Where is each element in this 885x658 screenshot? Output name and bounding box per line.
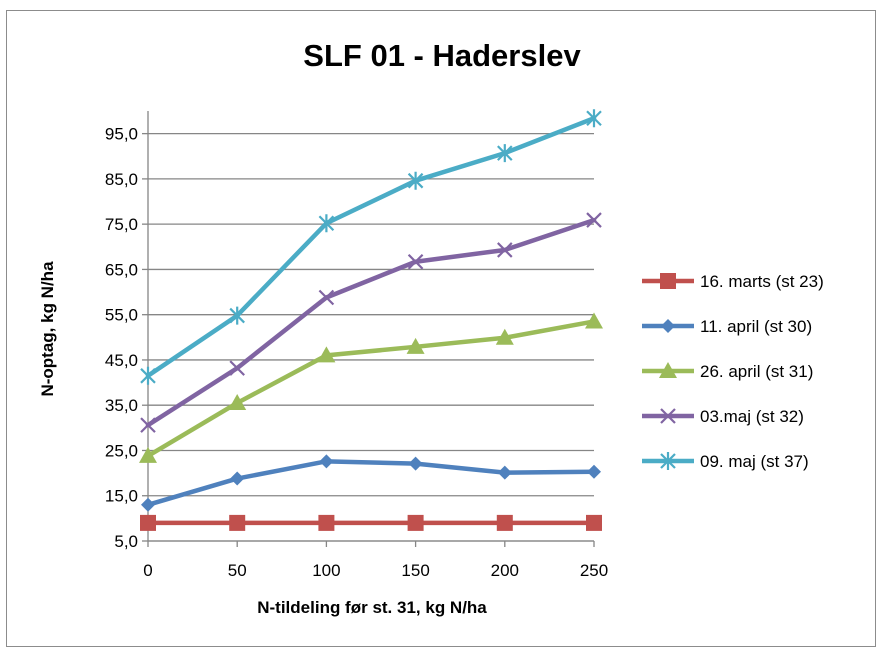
y-tick-label: 55,0 <box>105 306 138 325</box>
legend-label: 26. april (st 31) <box>700 362 813 381</box>
legend-swatch-marker <box>660 273 676 289</box>
data-point <box>495 328 514 345</box>
gridlines <box>148 132 594 542</box>
data-point <box>317 346 336 363</box>
legend-item: 11. april (st 30) <box>642 317 812 336</box>
series-line <box>145 319 597 459</box>
y-axis-label: N-optag, kg N/ha <box>38 261 57 397</box>
data-point <box>497 242 513 258</box>
data-point <box>140 417 156 433</box>
data-point <box>406 337 425 354</box>
legend-label: 09. maj (st 37) <box>700 452 809 471</box>
x-tick-labels: 0 50 100 150 200 250 <box>143 561 608 580</box>
series-2 <box>141 454 601 512</box>
series-5 <box>140 109 602 385</box>
series-line <box>145 459 597 508</box>
data-point <box>140 514 156 531</box>
data-point <box>228 393 247 410</box>
legend-swatch-marker <box>660 452 676 470</box>
series-1 <box>140 514 602 531</box>
data-point <box>319 454 334 469</box>
y-tick-label: 35,0 <box>105 396 138 415</box>
data-point <box>229 360 245 376</box>
data-point <box>587 464 601 479</box>
x-tick-label: 100 <box>312 561 340 580</box>
data-point <box>497 465 512 480</box>
data-point <box>407 171 424 190</box>
y-tick-label: 25,0 <box>105 441 138 460</box>
chart-title: SLF 01 - Haderslev <box>303 38 581 73</box>
data-point <box>318 514 335 531</box>
y-tick-label: 65,0 <box>105 260 138 279</box>
data-point <box>407 253 424 270</box>
series-group <box>139 109 603 531</box>
legend-label: 11. april (st 30) <box>700 317 812 336</box>
data-point <box>141 497 155 512</box>
series-4 <box>140 212 602 433</box>
data-point <box>229 514 246 531</box>
x-tick-label: 0 <box>143 561 152 580</box>
x-tick-label: 200 <box>491 561 519 580</box>
series-3 <box>139 312 603 463</box>
data-point <box>496 514 513 531</box>
y-tick-label: 45,0 <box>105 351 138 370</box>
data-point <box>586 514 602 531</box>
data-point <box>229 306 245 325</box>
data-point <box>318 214 335 233</box>
data-point <box>586 109 602 128</box>
data-point <box>408 456 423 471</box>
legend-swatch-marker <box>660 408 676 424</box>
y-tick-label: 85,0 <box>105 170 138 189</box>
data-point <box>585 312 603 329</box>
legend-swatch-marker <box>659 362 677 378</box>
data-point <box>318 289 335 306</box>
data-point <box>497 144 513 163</box>
x-tick-label: 150 <box>401 561 429 580</box>
legend-item: 09. maj (st 37) <box>642 452 809 471</box>
y-tick-label: 75,0 <box>105 215 138 234</box>
legend-item: 26. april (st 31) <box>642 362 813 381</box>
legend-item: 16. marts (st 23) <box>642 272 824 291</box>
data-point <box>407 514 424 531</box>
series-line <box>145 115 597 379</box>
y-tick-label: 15,0 <box>105 487 138 506</box>
x-tick-label: 50 <box>228 561 247 580</box>
axes <box>142 111 595 547</box>
legend: 16. marts (st 23) 11. april (st 30) 26. ap… <box>642 272 824 471</box>
legend-item: 03.maj (st 32) <box>642 407 804 426</box>
y-tick-labels: 5,0 15,0 25,0 35,0 45,0 55,0 65,0 75,0 85,0 95,0 <box>105 125 138 551</box>
legend-swatch-marker <box>661 319 675 333</box>
series-line <box>145 217 597 428</box>
x-axis-label: N-tildeling før st. 31, kg N/ha <box>257 598 487 617</box>
data-point <box>586 212 602 228</box>
y-tick-label: 95,0 <box>105 125 138 144</box>
legend-label: 16. marts (st 23) <box>700 272 824 291</box>
y-tick-label: 5,0 <box>114 532 138 551</box>
x-tick-label: 250 <box>580 561 608 580</box>
data-point <box>230 471 245 486</box>
data-point <box>140 366 156 385</box>
data-point <box>139 446 157 463</box>
legend-label: 03.maj (st 32) <box>700 407 804 426</box>
